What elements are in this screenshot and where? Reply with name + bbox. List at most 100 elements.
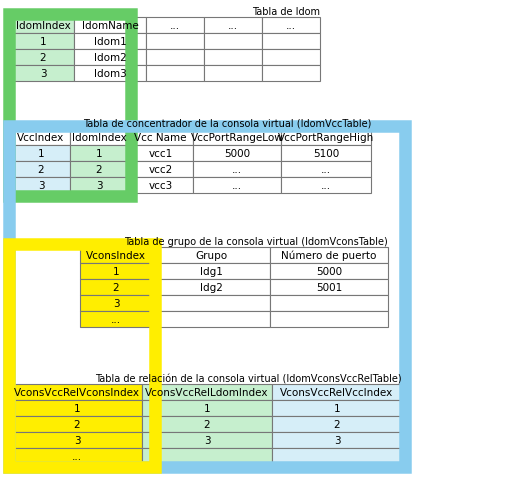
Bar xyxy=(281,130,371,146)
Text: Vcc Name: Vcc Name xyxy=(134,133,187,143)
Bar xyxy=(152,280,270,296)
Text: ...: ... xyxy=(228,21,238,31)
Text: ...: ... xyxy=(232,165,242,175)
Bar xyxy=(142,432,272,448)
Text: Tabla de concentrador de la consola virtual (IdomVccTable): Tabla de concentrador de la consola virt… xyxy=(83,119,371,129)
Text: 2: 2 xyxy=(334,419,341,429)
Text: 1: 1 xyxy=(112,267,119,277)
Bar xyxy=(152,312,270,327)
Bar xyxy=(142,416,272,432)
Bar xyxy=(193,162,281,178)
Bar xyxy=(146,34,204,50)
Bar xyxy=(281,162,371,178)
Bar xyxy=(281,146,371,162)
Text: Número de puerto: Número de puerto xyxy=(281,250,377,261)
Bar xyxy=(128,146,193,162)
Text: 2: 2 xyxy=(40,53,46,63)
Text: 5100: 5100 xyxy=(313,149,339,159)
Bar xyxy=(272,448,402,464)
Bar xyxy=(146,18,204,34)
Bar xyxy=(80,247,152,264)
Text: 1: 1 xyxy=(40,37,46,47)
Bar xyxy=(270,247,388,264)
Text: 5000: 5000 xyxy=(316,267,342,277)
Text: 1: 1 xyxy=(95,149,102,159)
Text: VccPortRangeLow: VccPortRangeLow xyxy=(190,133,283,143)
Text: VccIndex: VccIndex xyxy=(18,133,64,143)
Bar xyxy=(193,146,281,162)
Text: 3: 3 xyxy=(40,69,46,79)
Bar xyxy=(128,130,193,146)
Text: 3: 3 xyxy=(334,435,341,445)
Bar xyxy=(262,66,320,82)
Bar xyxy=(12,384,142,400)
Bar xyxy=(12,400,142,416)
Bar xyxy=(12,50,74,66)
Bar xyxy=(142,400,272,416)
Bar xyxy=(128,178,193,193)
Bar xyxy=(80,264,152,280)
Text: 5000: 5000 xyxy=(224,149,250,159)
Text: ...: ... xyxy=(232,181,242,190)
Bar xyxy=(142,384,272,400)
Bar xyxy=(70,162,128,178)
Bar xyxy=(193,178,281,193)
Bar xyxy=(152,264,270,280)
Text: Idom1: Idom1 xyxy=(93,37,126,47)
Text: 3: 3 xyxy=(38,181,44,190)
Bar xyxy=(74,34,146,50)
Bar xyxy=(80,312,152,327)
Bar xyxy=(262,18,320,34)
Bar xyxy=(9,15,131,196)
Text: 1: 1 xyxy=(334,403,341,413)
Text: IdomIndex: IdomIndex xyxy=(15,21,70,31)
Text: 1: 1 xyxy=(38,149,44,159)
Text: ...: ... xyxy=(111,314,121,324)
Bar xyxy=(80,280,152,296)
Bar xyxy=(74,66,146,82)
Bar xyxy=(12,432,142,448)
Text: vcc1: vcc1 xyxy=(149,149,173,159)
Text: ...: ... xyxy=(170,21,180,31)
Text: VconsIndex: VconsIndex xyxy=(86,250,146,261)
Text: 1: 1 xyxy=(74,403,80,413)
Bar xyxy=(12,178,70,193)
Text: ldg1: ldg1 xyxy=(200,267,222,277)
Bar xyxy=(152,247,270,264)
Text: 2: 2 xyxy=(95,165,102,175)
Text: VconsVccRelVconsIndex: VconsVccRelVconsIndex xyxy=(14,387,140,397)
Bar xyxy=(70,146,128,162)
Text: VccPortRangeHigh: VccPortRangeHigh xyxy=(278,133,374,143)
Text: vcc3: vcc3 xyxy=(149,181,173,190)
Bar xyxy=(12,130,70,146)
Bar xyxy=(193,130,281,146)
Text: IdomName: IdomName xyxy=(82,21,138,31)
Text: Tabla de relación de la consola virtual (IdomVconsVccRelTable): Tabla de relación de la consola virtual … xyxy=(95,373,402,383)
Bar xyxy=(270,280,388,296)
Bar xyxy=(12,66,74,82)
Bar xyxy=(12,34,74,50)
Bar xyxy=(272,416,402,432)
Text: 3: 3 xyxy=(95,181,102,190)
Bar xyxy=(9,244,155,467)
Text: vcc2: vcc2 xyxy=(149,165,173,175)
Text: Grupo: Grupo xyxy=(195,250,227,261)
Text: ...: ... xyxy=(321,181,331,190)
Bar xyxy=(9,127,405,467)
Bar xyxy=(12,18,74,34)
Bar xyxy=(146,50,204,66)
Text: 2: 2 xyxy=(74,419,80,429)
Bar xyxy=(262,34,320,50)
Bar xyxy=(270,296,388,312)
Text: VconsVccRelLdomIndex: VconsVccRelLdomIndex xyxy=(145,387,269,397)
Bar xyxy=(272,384,402,400)
Text: Tabla de grupo de la consola virtual (IdomVconsTable): Tabla de grupo de la consola virtual (Id… xyxy=(124,236,388,246)
Text: 2: 2 xyxy=(38,165,44,175)
Bar xyxy=(142,448,272,464)
Bar xyxy=(204,66,262,82)
Bar xyxy=(204,34,262,50)
Text: ...: ... xyxy=(321,165,331,175)
Bar xyxy=(70,178,128,193)
Bar xyxy=(146,66,204,82)
Bar xyxy=(12,162,70,178)
